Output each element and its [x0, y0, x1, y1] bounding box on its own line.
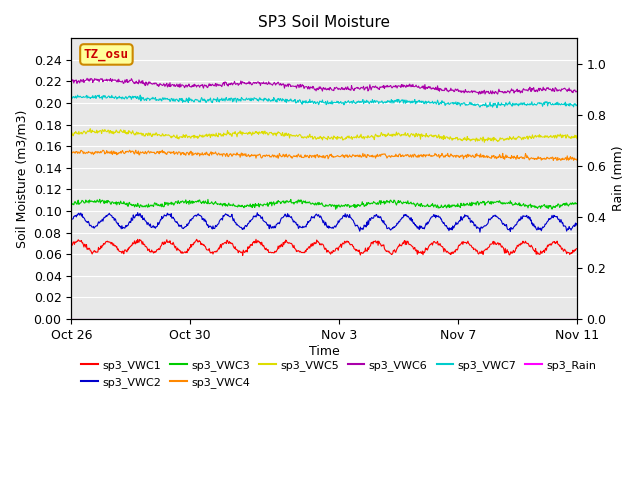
- Legend: sp3_VWC1, sp3_VWC2, sp3_VWC3, sp3_VWC4, sp3_VWC5, sp3_VWC6, sp3_VWC7, sp3_Rain: sp3_VWC1, sp3_VWC2, sp3_VWC3, sp3_VWC4, …: [77, 356, 601, 392]
- Y-axis label: Soil Moisture (m3/m3): Soil Moisture (m3/m3): [15, 109, 28, 248]
- Text: TZ_osu: TZ_osu: [84, 48, 129, 61]
- Y-axis label: Rain (mm): Rain (mm): [612, 146, 625, 211]
- Title: SP3 Soil Moisture: SP3 Soil Moisture: [258, 15, 390, 30]
- X-axis label: Time: Time: [308, 345, 339, 358]
